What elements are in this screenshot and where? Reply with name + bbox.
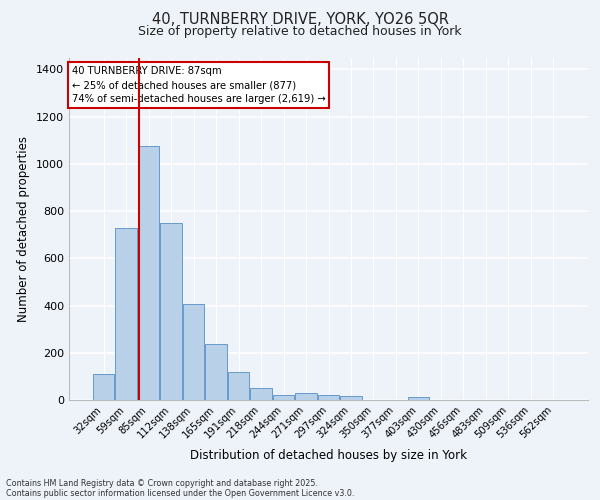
Bar	[92, 374, 115, 400]
Bar	[137, 146, 160, 400]
Text: Contains HM Land Registry data © Crown copyright and database right 2025.: Contains HM Land Registry data © Crown c…	[6, 478, 318, 488]
Text: Contains public sector information licensed under the Open Government Licence v3: Contains public sector information licen…	[6, 488, 355, 498]
Bar	[205, 344, 227, 400]
Bar	[317, 395, 340, 400]
Bar	[272, 395, 295, 400]
Bar	[115, 228, 137, 400]
Y-axis label: Number of detached properties: Number of detached properties	[17, 136, 31, 322]
Bar	[227, 372, 250, 400]
Bar	[340, 396, 362, 400]
Text: 40, TURNBERRY DRIVE, YORK, YO26 5QR: 40, TURNBERRY DRIVE, YORK, YO26 5QR	[151, 12, 449, 28]
Bar	[407, 397, 430, 400]
Text: Size of property relative to detached houses in York: Size of property relative to detached ho…	[138, 25, 462, 38]
Bar	[182, 304, 205, 400]
Bar	[160, 223, 182, 400]
Text: 40 TURNBERRY DRIVE: 87sqm
← 25% of detached houses are smaller (877)
74% of semi: 40 TURNBERRY DRIVE: 87sqm ← 25% of detac…	[71, 66, 325, 104]
X-axis label: Distribution of detached houses by size in York: Distribution of detached houses by size …	[190, 449, 467, 462]
Bar	[250, 388, 272, 400]
Bar	[295, 393, 317, 400]
